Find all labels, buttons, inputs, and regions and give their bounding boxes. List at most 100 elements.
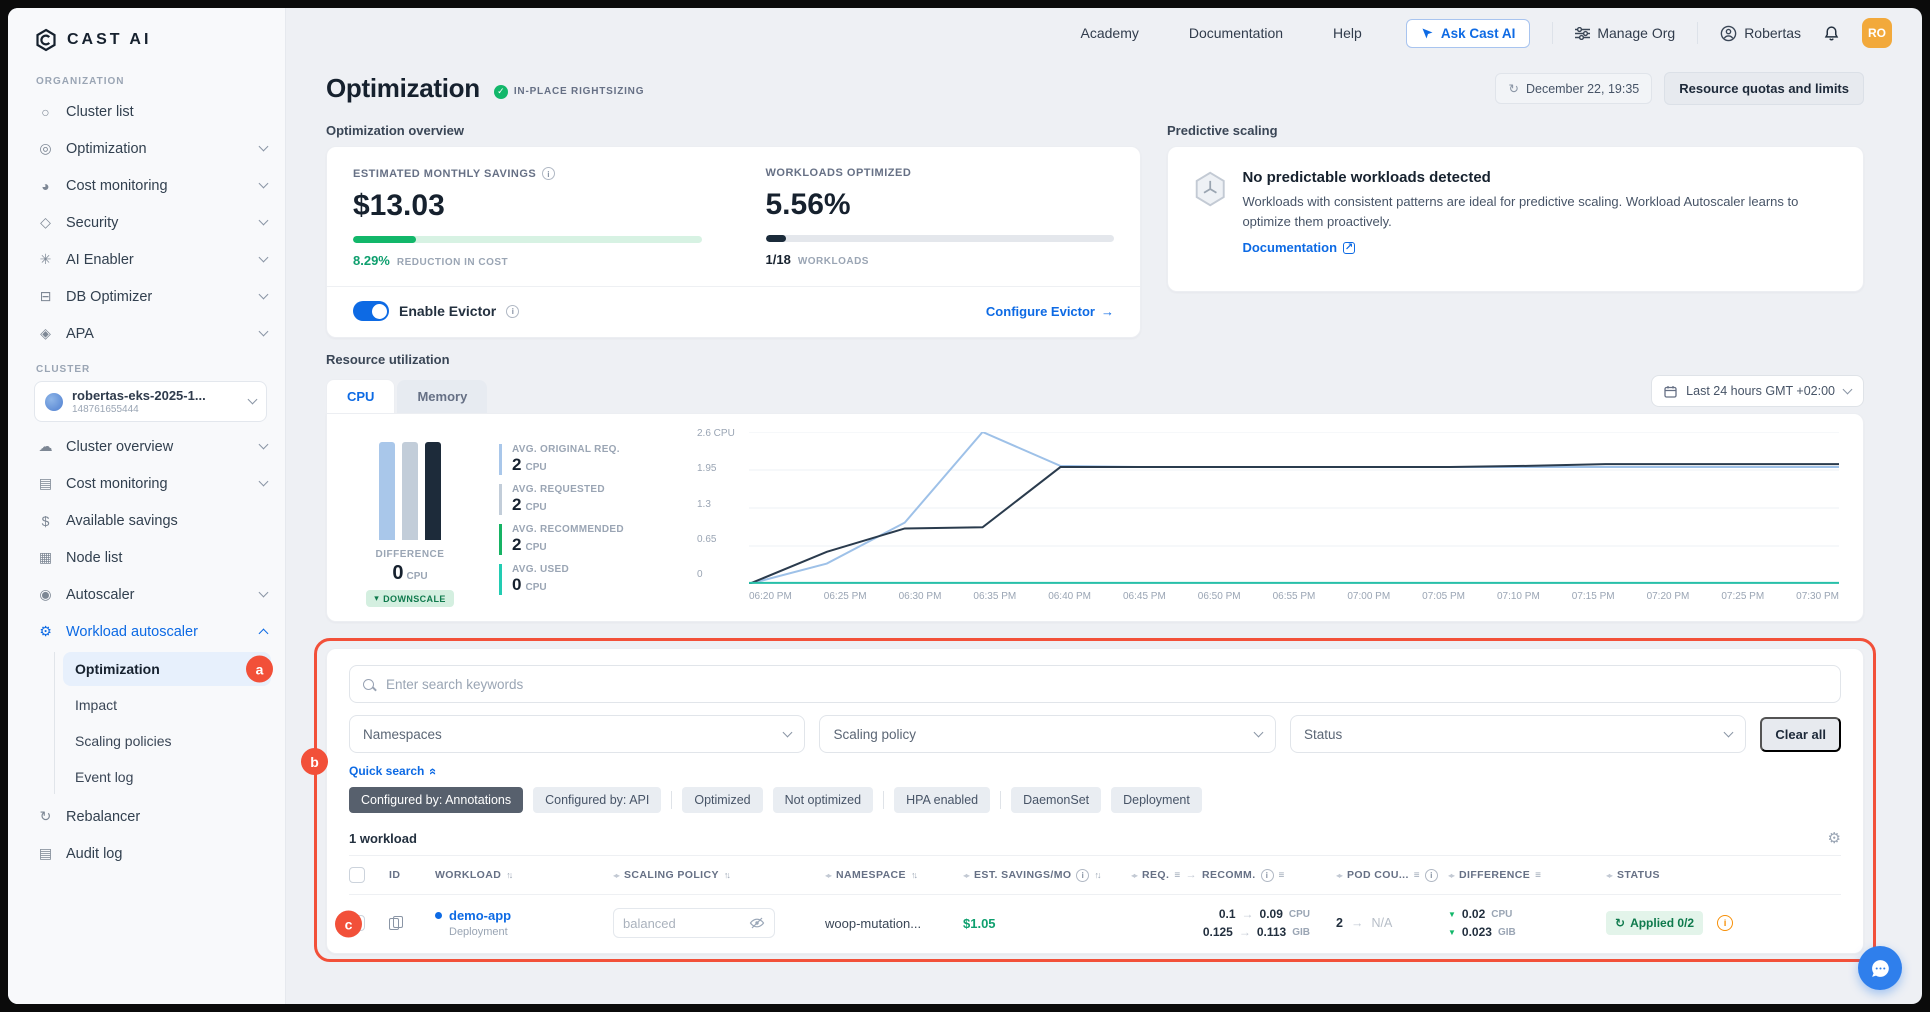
filter-chip-daemonset[interactable]: DaemonSet: [1011, 787, 1102, 813]
date-range-select[interactable]: Last 24 hours GMT +02:00: [1651, 375, 1864, 407]
column-label: RECOMM.: [1201, 869, 1256, 881]
status-filter[interactable]: Status: [1289, 715, 1747, 753]
sort-icon[interactable]: ↑↓: [723, 870, 731, 880]
avg-stat-label: AVG. ORIGINAL REQ.: [512, 444, 620, 455]
column-resize-handle[interactable]: ◂▸: [963, 870, 970, 880]
column-header-req[interactable]: ◂▸ REQ. ≡ → RECOMM. i ≡: [1131, 868, 1336, 882]
workload-autoscaler-icon: ⚙: [39, 623, 52, 639]
configure-evictor-link[interactable]: Configure Evictor →: [986, 304, 1114, 319]
sidebar-item-optimization[interactable]: ◎ Optimization: [8, 130, 285, 167]
column-resize-handle[interactable]: ◂▸: [825, 870, 832, 880]
filter-chip-optimized[interactable]: Optimized: [682, 787, 763, 813]
sort-icon[interactable]: ↑↓: [910, 870, 918, 880]
info-icon[interactable]: i: [1076, 868, 1090, 882]
column-header-status[interactable]: ◂▸ STATUS: [1606, 869, 1841, 881]
column-header-scaling-policy[interactable]: ◂▸ SCALING POLICY ↑↓: [613, 869, 825, 881]
column-resize-handle[interactable]: ◂▸: [1336, 870, 1343, 880]
page-header-actions: ↻ December 22, 19:35 Resource quotas and…: [1495, 72, 1864, 105]
column-header-est-savings-mo[interactable]: ◂▸ EST. SAVINGS/MO i ↑↓: [963, 868, 1131, 882]
clear-all-button[interactable]: Clear all: [1760, 716, 1841, 752]
scaling-policy-chip[interactable]: balanced: [613, 908, 775, 938]
quick-search-toggle[interactable]: Quick search «: [349, 764, 1841, 778]
cost-monitoring-icon: ◕: [41, 177, 50, 194]
documentation-link[interactable]: Documentation ↗: [1242, 240, 1356, 255]
topnav-link-academy[interactable]: Academy: [1080, 25, 1139, 41]
sidebar-item-cluster-list[interactable]: ○ Cluster list: [8, 93, 285, 130]
column-resize-handle[interactable]: ◂▸: [613, 870, 620, 880]
x-axis-tick: 06:25 PM: [823, 591, 867, 602]
filter-chip-hpa-enabled[interactable]: HPA enabled: [894, 787, 991, 813]
copy-id-icon[interactable]: [389, 916, 403, 930]
tab-cpu[interactable]: CPU: [326, 379, 396, 413]
filter-chip-not-optimized[interactable]: Not optimized: [772, 787, 874, 813]
filter-icon[interactable]: ≡: [1278, 869, 1285, 881]
warning-info-icon[interactable]: i: [1717, 915, 1734, 931]
x-axis-tick: 06:35 PM: [973, 591, 1017, 602]
chat-widget-button[interactable]: [1858, 946, 1902, 990]
column-resize-handle[interactable]: ◂▸: [1606, 870, 1613, 880]
sidebar-item-cluster-overview[interactable]: ☁ Cluster overview: [8, 428, 285, 465]
sidebar-item-scaling-policies[interactable]: Scaling policies: [75, 733, 172, 749]
double-caret-up-icon: «: [426, 767, 442, 775]
sidebar-item-impact[interactable]: Impact: [75, 697, 118, 713]
avg-stat-avg-used: AVG. USED 0 CPU: [499, 564, 667, 595]
user-menu[interactable]: Robertas: [1720, 25, 1801, 42]
filter-chip-configured-by-api[interactable]: Configured by: API: [533, 787, 662, 813]
enable-evictor-toggle[interactable]: [353, 301, 389, 321]
topnav-link-documentation[interactable]: Documentation: [1188, 25, 1284, 41]
avg-stat-label: AVG. REQUESTED: [512, 484, 605, 495]
column-header-namespace[interactable]: ◂▸ NAMESPACE ↑↓: [825, 869, 963, 881]
cluster-selector[interactable]: robertas-eks-2025-1... 148761655444: [34, 381, 267, 422]
scaling-policy-filter[interactable]: Scaling policy: [819, 715, 1276, 753]
workload-name-link[interactable]: demo-app: [449, 908, 512, 923]
sidebar-item-security[interactable]: ◇ Security: [8, 204, 285, 241]
info-icon[interactable]: i: [506, 304, 520, 318]
namespaces-filter[interactable]: Namespaces: [349, 715, 806, 753]
sidebar-item-event-log[interactable]: Event log: [75, 769, 134, 785]
manage-org-button[interactable]: Manage Org: [1575, 25, 1675, 41]
column-header-workload[interactable]: WORKLOAD ↑↓: [435, 869, 613, 881]
cluster-selector-meta: robertas-eks-2025-1... 148761655444: [72, 388, 240, 415]
info-icon[interactable]: i: [1425, 868, 1439, 882]
cpu-line-svg: [749, 432, 1839, 584]
info-icon[interactable]: i: [1260, 868, 1274, 882]
sidebar-item-workload-autoscaler[interactable]: ⚙ Workload autoscaler: [8, 613, 285, 650]
avatar[interactable]: RO: [1862, 18, 1892, 48]
sidebar-item-ai-enabler[interactable]: ✳ AI Enabler: [8, 241, 285, 278]
sidebar-item-cost-monitoring[interactable]: ▤ Cost monitoring: [8, 465, 285, 502]
column-header-pod-cou[interactable]: ◂▸ POD COU... ≡ i: [1336, 868, 1448, 882]
sidebar-item-available-savings[interactable]: $ Available savings: [8, 502, 285, 539]
filter-chip-deployment[interactable]: Deployment: [1111, 787, 1202, 813]
sidebar-item-apa[interactable]: ◈ APA: [8, 315, 285, 352]
overview-stats: ESTIMATED MONTHLY SAVINGS i $13.03 8.29%…: [353, 167, 1114, 268]
sort-icon[interactable]: ↑↓: [506, 870, 513, 880]
filter-icon[interactable]: ≡: [1413, 869, 1421, 881]
topnav-link-help[interactable]: Help: [1333, 25, 1362, 41]
sidebar-item-rebalancer[interactable]: ↻ Rebalancer: [8, 798, 285, 835]
sidebar-item-node-list[interactable]: ▦ Node list: [8, 539, 285, 576]
sidebar-item-audit-log[interactable]: ▤ Audit log: [8, 835, 285, 872]
column-header-id[interactable]: ID: [389, 869, 435, 881]
sort-icon[interactable]: ↑↓: [1094, 870, 1101, 880]
security-icon: ◇: [40, 214, 51, 230]
sidebar-item-autoscaler[interactable]: ◉ Autoscaler: [8, 576, 285, 613]
notifications-button[interactable]: [1823, 25, 1840, 42]
calendar-icon: [1664, 385, 1677, 398]
sidebar-item-optimization[interactable]: Optimization a: [63, 652, 273, 686]
resource-quotas-button[interactable]: Resource quotas and limits: [1664, 72, 1864, 105]
column-resize-handle[interactable]: ◂▸: [1131, 870, 1138, 880]
ask-cast-ai-button[interactable]: Ask Cast AI: [1405, 18, 1531, 48]
select-all-checkbox[interactable]: [349, 867, 365, 883]
refresh-timestamp[interactable]: ↻ December 22, 19:35: [1495, 73, 1653, 104]
tab-memory[interactable]: Memory: [397, 380, 488, 413]
sidebar-item-cost-monitoring[interactable]: ◕ Cost monitoring: [8, 167, 285, 204]
search-input[interactable]: [384, 675, 1827, 693]
column-header-difference[interactable]: ◂▸ DIFFERENCE ≡: [1448, 869, 1606, 881]
sidebar-item-db-optimizer[interactable]: ⊟ DB Optimizer: [8, 278, 285, 315]
column-resize-handle[interactable]: ◂▸: [1448, 870, 1455, 880]
table-settings-gear-icon[interactable]: ⚙: [1827, 830, 1841, 847]
filter-icon[interactable]: ≡: [1535, 869, 1542, 881]
filter-chip-configured-by-annotations[interactable]: Configured by: Annotations: [349, 787, 524, 813]
info-icon[interactable]: i: [542, 167, 556, 180]
filter-icon[interactable]: ≡: [1174, 869, 1181, 881]
